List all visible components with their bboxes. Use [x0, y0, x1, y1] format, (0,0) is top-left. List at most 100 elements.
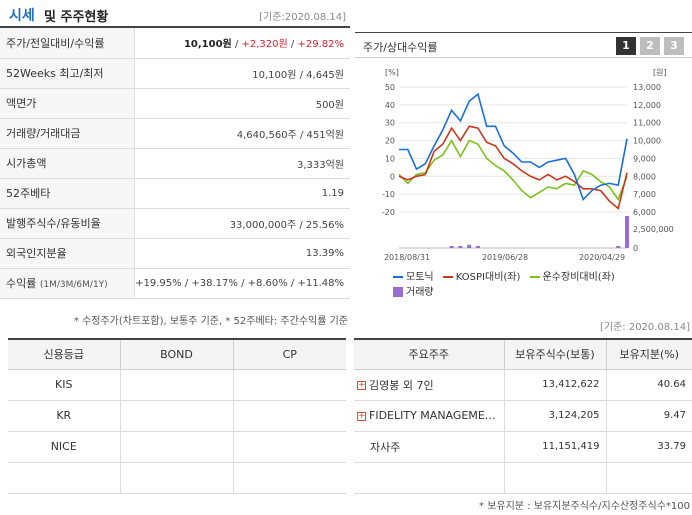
left-unit: [%]: [385, 68, 399, 77]
credit-agency: KIS: [8, 369, 121, 401]
legend-label: 모토닉: [406, 272, 434, 283]
returns-value: +19.95% / +38.17% / +8.60% / +11.48%: [134, 268, 350, 299]
credit-cp: [233, 400, 346, 432]
price: 10,100원: [183, 39, 232, 51]
price-chart: [%] [원] 50 40 30 20 10 0 -10 -20 13,000 12,000 11,00…: [382, 68, 674, 262]
legend-swatch: [442, 276, 453, 278]
legend-swatch: [393, 276, 403, 278]
shareholders-table: 주요주주 보유주식수(보통) 보유지분(%) + 김영봉 외 7인 13,412,…: [354, 338, 692, 494]
chart-legend: 모토닉 KOSPI대비(좌) 운수장비대비(좌) 거래량: [393, 268, 683, 298]
credit-rating-table: 신용등급 BOND CP KIS KR NICE: [8, 338, 346, 494]
chart-area: [%] [원] 50 40 30 20 10 0 -10 -20 13,000 12,000 11,00…: [355, 62, 692, 310]
quote-value: 4,640,560주 / 451억원: [134, 118, 350, 149]
right-unit: [원]: [653, 68, 667, 77]
quote-value: 13.39%: [134, 238, 350, 269]
table-row: [8, 462, 346, 494]
quote-row: 시가총액 3,333억원: [0, 148, 350, 179]
credit-bond: [120, 431, 234, 463]
quote-row: 52Weeks 최고/최저 10,100원 / 4,645원: [0, 58, 350, 89]
credit-agency: KR: [8, 400, 121, 432]
legend-item: 거래량: [393, 283, 434, 298]
quote-label: 액면가: [0, 88, 135, 119]
holder-shares: 11,151,419: [504, 431, 607, 463]
chart-tab-1[interactable]: 1: [616, 37, 636, 55]
holder-name: 자사주: [354, 431, 505, 463]
credit-agency: [8, 462, 121, 494]
credit-bond: [120, 462, 234, 494]
chart-tabs: 1 2 3: [616, 37, 684, 55]
y-tick-right: 12,000: [633, 101, 661, 110]
y-tick-left: 30: [385, 119, 395, 128]
chart-tab-2[interactable]: 2: [640, 37, 660, 55]
legend-label: 운수장비대비(좌): [542, 272, 615, 283]
base-date: [기준:2020.08.14]: [259, 12, 346, 23]
quote-row: 거래량/거래대금 4,640,560주 / 451억원: [0, 118, 350, 149]
expand-icon[interactable]: +: [357, 380, 366, 390]
quote-value: 3,333억원: [134, 148, 350, 179]
y-tick-right: 9,000: [633, 154, 656, 163]
volume-bar: [625, 216, 629, 248]
table-row: KIS: [8, 369, 346, 401]
table-row: [354, 462, 692, 494]
y-tick-right: 10,000: [633, 137, 661, 146]
quote-label: 52주베타: [0, 178, 135, 209]
quote-value: 1.19: [134, 178, 350, 209]
volume-tick: 0: [633, 244, 638, 253]
expand-icon[interactable]: +: [357, 410, 366, 421]
holder-shares: [504, 462, 607, 494]
price-change-pct: +29.82%: [297, 39, 344, 51]
legend-item: 운수장비대비(좌): [529, 268, 615, 283]
holders-footnote: * 보유지분 : 보유지분주식수/지수산정주식수*100: [479, 501, 690, 512]
holder-name: [354, 462, 505, 494]
table-row: + FIDELITY MANAGEME… 3,124,205 9.47: [354, 400, 692, 432]
y-tick-right: 11,000: [633, 119, 661, 128]
chart-panel: 주가/상대수익률 1 2 3 [%] [원] 50 40 30 20 10 0 -10 -20 13…: [355, 0, 692, 298]
series-line: [399, 92, 628, 201]
holder-pct: [606, 462, 692, 494]
holder-name: 김영봉 외 7인: [369, 378, 434, 392]
y-tick-left: -20: [382, 208, 395, 217]
table-row: 자사주 11,151,419 33.79: [354, 431, 692, 463]
y-tick-left: -10: [382, 190, 395, 199]
quote-footnote: * 수정주가(차트포함), 보통주 기준, * 52주베타: 주간수익률 기준: [73, 316, 348, 327]
credit-bond: [120, 369, 234, 401]
x-tick: 2018/08/31: [384, 253, 430, 262]
y-tick-right: 13,000: [633, 83, 661, 92]
holder-pct: 40.64: [606, 369, 692, 401]
quote-label: 주가/전일대비/수익률: [0, 28, 135, 59]
holders-header: 보유지분(%): [606, 338, 692, 370]
holders-header: 주요주주: [354, 338, 505, 370]
chart-header: 주가/상대수익률 1 2 3: [355, 32, 692, 58]
holder-shares: 3,124,205: [504, 400, 607, 432]
volume-bar: [449, 246, 454, 248]
table-row: + 김영봉 외 7인 13,412,622 40.64: [354, 369, 692, 401]
legend-item: KOSPI대비(좌): [442, 268, 521, 283]
quote-row: 액면가 500원: [0, 88, 350, 119]
quote-label: 발행주식수/유동비율: [0, 208, 135, 239]
legend-swatch: [393, 287, 403, 297]
credit-agency: NICE: [8, 431, 121, 463]
y-tick-right: 8,000: [633, 172, 656, 181]
legend-label: 거래량: [406, 287, 434, 298]
legend-label: KOSPI대비(좌): [455, 272, 521, 283]
quote-row: 외국인지분율 13.39%: [0, 238, 350, 269]
quote-value: 33,000,000주 / 25.56%: [134, 208, 350, 239]
quote-label: 시가총액: [0, 148, 135, 179]
holders-base-date: [기준: 2020.08.14]: [599, 322, 690, 333]
quote-row: 주가/전일대비/수익률 10,100원 / +2,320원 / +29.82%: [0, 28, 350, 59]
y-tick-right: 6,000: [633, 208, 656, 217]
y-tick-left: 10: [385, 154, 395, 163]
holder-name: FIDELITY MANAGEME…: [369, 409, 496, 422]
y-tick-right: 7,000: [633, 190, 656, 199]
volume-tick: 2,500,000: [633, 225, 674, 234]
title-accent: 시세: [9, 8, 35, 24]
chart-tab-3[interactable]: 3: [664, 37, 684, 55]
quote-label: 수익률: [6, 277, 37, 290]
price-change: +2,320원: [241, 39, 288, 51]
holder-shares: 13,412,622: [504, 369, 607, 401]
credit-cp: [233, 369, 346, 401]
chart-title: 주가/상대수익률: [363, 41, 438, 54]
credit-header: BOND: [120, 338, 234, 370]
quote-row: 수익률 (1M/3M/6M/1Y) +19.95% / +38.17% / +8…: [0, 268, 350, 299]
x-tick: 2020/04/29: [579, 253, 625, 262]
